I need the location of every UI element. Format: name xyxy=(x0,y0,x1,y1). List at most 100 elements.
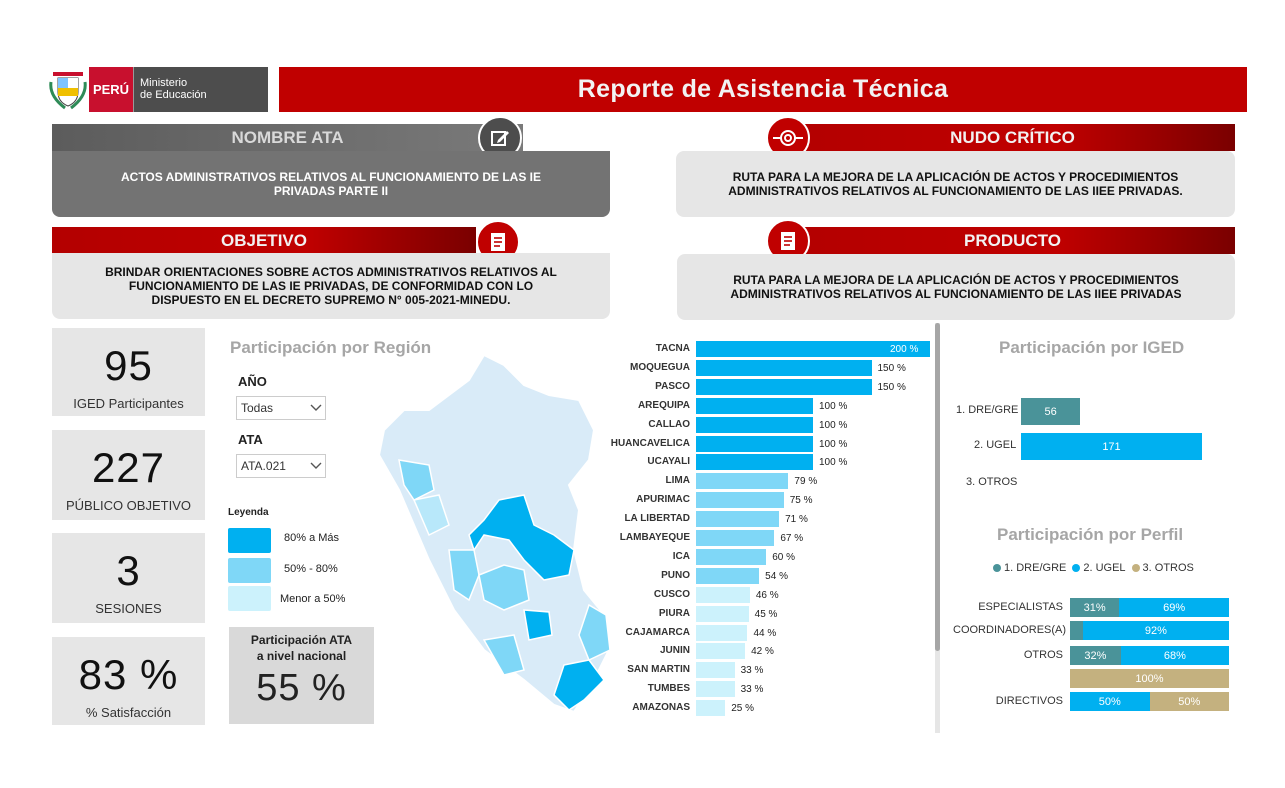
region-bar[interactable] xyxy=(696,548,767,565)
region-bar-label: APURIMAC xyxy=(636,494,690,506)
perfil-legend-label: 2. UGEL xyxy=(1083,562,1126,574)
region-bar-label: CAJAMARCA xyxy=(625,626,690,638)
legend-swatch-mid xyxy=(228,558,271,583)
region-bar-chart: TACNA 200 % MOQUEGUA 150 % PASCO 150 % AREQUIP… xyxy=(590,340,940,720)
region-bar[interactable] xyxy=(696,454,813,471)
ata-dropdown[interactable]: ATA.021 xyxy=(236,454,326,478)
nudo-critico-header: NUDO CRÍTICO xyxy=(790,124,1235,151)
kpi-label: SESIONES xyxy=(95,601,162,616)
region-bar-label: UCAYALI xyxy=(647,456,690,468)
perfil-bar-label: OTROS xyxy=(1023,649,1063,661)
producto-header: PRODUCTO xyxy=(790,227,1235,254)
region-bar-label: PIURA xyxy=(658,607,690,619)
iged-bar-label: 3. OTROS xyxy=(966,476,1018,488)
kpi-label: PÚBLICO OBJETIVO xyxy=(66,498,191,513)
region-bar[interactable] xyxy=(696,341,930,357)
region-bar-label: HUANCAVELICA xyxy=(610,437,690,449)
perfil-legend-item[interactable]: 1. DRE/GRE xyxy=(993,562,1066,574)
region-bar-value: 200 % xyxy=(890,344,919,355)
region-bar-value: 150 % xyxy=(877,381,906,393)
national-value: 55 % xyxy=(256,667,347,709)
region-bar-value: 33 % xyxy=(740,684,764,696)
kpi-publico: 227 PÚBLICO OBJETIVO xyxy=(52,430,205,520)
region-bar-value: 150 % xyxy=(877,362,906,374)
region-bar[interactable] xyxy=(696,511,780,528)
year-filter-label: AÑO xyxy=(238,374,267,389)
region-bar-label: MOQUEGUA xyxy=(630,361,690,373)
region-bar-label: LA LIBERTAD xyxy=(624,513,690,525)
region-bar[interactable] xyxy=(696,567,760,584)
region-bar[interactable] xyxy=(696,586,750,603)
legend-label-high: 80% a Más xyxy=(284,532,340,544)
year-dropdown[interactable]: Todas xyxy=(236,396,326,420)
region-bar[interactable] xyxy=(696,605,749,622)
ata-filter-label: ATA xyxy=(238,432,263,447)
perfil-bar-label: COORDINADORES(A) xyxy=(953,624,1067,636)
perfil-legend-item[interactable]: 3. OTROS xyxy=(1131,562,1194,574)
perfil-bar-label: DIRECTIVOS xyxy=(995,695,1063,707)
scrollbar-thumb[interactable] xyxy=(935,323,940,651)
peru-map[interactable] xyxy=(374,350,614,715)
region-bar[interactable] xyxy=(696,643,746,660)
region-bar-value: 60 % xyxy=(772,551,795,563)
kpi-label: % Satisfacción xyxy=(85,705,172,720)
legend-dot-icon xyxy=(1131,564,1140,572)
perfil-bar-segment[interactable]: 31% xyxy=(1070,598,1120,617)
map-region xyxy=(412,494,450,537)
region-bar[interactable] xyxy=(696,416,813,433)
region-bar[interactable] xyxy=(696,492,784,509)
iged-bar-label: 1. DRE/GRE xyxy=(956,404,1019,416)
perfil-legend-item[interactable]: 2. UGEL xyxy=(1072,562,1126,574)
perfil-bar-segment[interactable]: 69% xyxy=(1119,598,1229,617)
map-region xyxy=(523,609,553,641)
region-bar[interactable] xyxy=(696,473,789,490)
kpi-iged: 95 IGED Participantes xyxy=(52,328,205,416)
region-bar-label: AREQUIPA xyxy=(637,399,690,411)
map-region xyxy=(482,634,525,676)
kpi-label: IGED Participantes xyxy=(73,396,184,411)
national-title-2: a nivel nacional xyxy=(256,649,347,663)
map-region xyxy=(478,564,530,611)
legend-dot-icon xyxy=(1072,564,1081,572)
perfil-bar-segment[interactable]: 92% xyxy=(1082,621,1229,640)
region-bar-label: AMAZONAS xyxy=(632,702,690,714)
perfil-bar-segment[interactable]: 50% xyxy=(1149,692,1229,711)
ministry-label: Ministerio de Educación xyxy=(133,67,268,112)
region-bar[interactable] xyxy=(696,662,735,679)
region-bar-value: 100 % xyxy=(819,419,848,431)
region-bar-label: CALLAO xyxy=(648,418,690,430)
region-bar[interactable] xyxy=(696,700,726,717)
iged-bar-label: 2. UGEL xyxy=(974,439,1017,451)
kpi-sesiones: 3 SESIONES xyxy=(52,533,205,623)
region-bar-value: 42 % xyxy=(751,646,774,658)
nombre-ata-text: ACTOS ADMINISTRATIVOS RELATIVOS AL FUNCI… xyxy=(52,151,610,217)
perfil-bar-segment[interactable] xyxy=(1070,621,1083,640)
kpi-satisfaccion: 83 % % Satisfacción xyxy=(52,637,205,725)
region-bar[interactable] xyxy=(696,435,813,452)
year-dropdown-value: Todas xyxy=(241,401,274,415)
perfil-bar-segment[interactable]: 50% xyxy=(1070,692,1150,711)
national-title-1: Participación ATA xyxy=(250,633,353,647)
region-bar[interactable] xyxy=(696,624,748,641)
region-bar-value: 54 % xyxy=(765,570,788,582)
region-bar[interactable] xyxy=(696,681,735,698)
perfil-bar-segment[interactable]: 100% xyxy=(1070,669,1229,688)
region-bar[interactable] xyxy=(696,378,872,395)
perfil-bar-segment[interactable]: 68% xyxy=(1120,646,1229,665)
perfil-bar-segment[interactable]: 32% xyxy=(1070,646,1121,665)
iged-bar[interactable]: 56 xyxy=(1021,398,1081,425)
perfil-legend: 1. DRE/GRE 2. UGEL 3. OTROS xyxy=(993,562,1194,574)
page-title: Reporte de Asistencia Técnica xyxy=(279,67,1247,112)
iged-bar-chart: 1. DRE/GRE 56 2. UGEL 171 3. OTROS xyxy=(950,395,1250,495)
region-bar[interactable] xyxy=(696,359,872,376)
ministry-line-1: Ministerio xyxy=(140,77,188,89)
region-bar-label: LAMBAYEQUE xyxy=(619,532,690,543)
perfil-bar-label: ESPECIALISTAS xyxy=(978,601,1063,613)
region-bar-label: SAN MARTIN xyxy=(627,664,690,676)
region-bar-label: TACNA xyxy=(655,343,690,354)
iged-bar[interactable]: 171 xyxy=(1021,433,1202,460)
kpi-value: 3 xyxy=(116,547,141,594)
region-bar[interactable] xyxy=(696,397,813,414)
perfil-title: Participación por Perfil xyxy=(997,525,1184,544)
region-bar[interactable] xyxy=(696,530,775,546)
